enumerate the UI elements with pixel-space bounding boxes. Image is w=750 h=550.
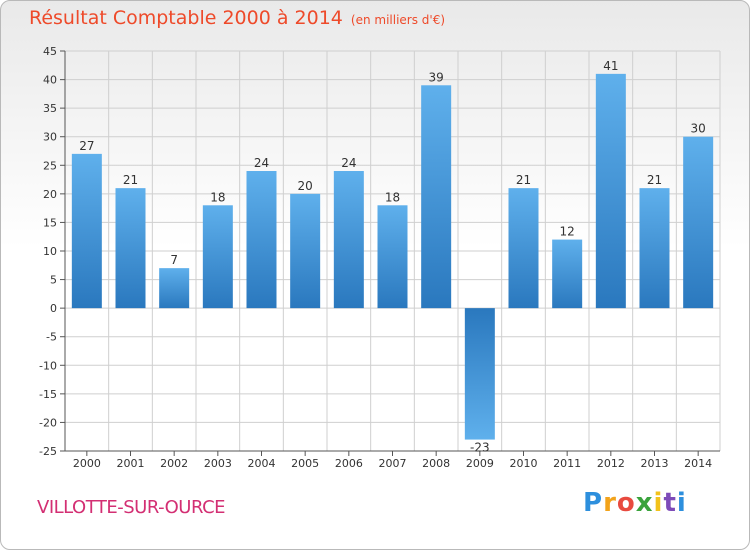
y-tick-label: 45 bbox=[43, 45, 57, 58]
bar-2011 bbox=[552, 239, 583, 309]
bar-2013 bbox=[639, 188, 670, 309]
x-tick-label: 2008 bbox=[422, 457, 450, 470]
chart-unit: (en milliers d'€) bbox=[350, 13, 446, 27]
x-tick-label: 2007 bbox=[379, 457, 407, 470]
y-tick-label: 40 bbox=[43, 74, 57, 87]
x-tick-label: 2003 bbox=[204, 457, 232, 470]
x-tick-label: 2011 bbox=[553, 457, 581, 470]
bar-2000 bbox=[71, 153, 102, 309]
bar-2006 bbox=[333, 171, 364, 309]
data-label: 12 bbox=[560, 225, 575, 239]
bar-2012 bbox=[595, 73, 626, 309]
axes: 45 40 35 30 25 20 15 10 5 0 -5 -10 -15 -20 -25 2000 2001… bbox=[39, 45, 720, 470]
data-label: 27 bbox=[79, 139, 94, 153]
data-label: -23 bbox=[470, 441, 490, 455]
y-tick-label: 10 bbox=[43, 245, 57, 258]
x-tick-label: 2005 bbox=[291, 457, 319, 470]
bar-2014 bbox=[683, 136, 714, 309]
data-label: 7 bbox=[170, 253, 178, 267]
x-tick-label: 2012 bbox=[597, 457, 625, 470]
proxiti-logo: Proxiti bbox=[583, 488, 687, 518]
commune-name: VILLOTTE-SUR-OURCE bbox=[37, 497, 226, 518]
data-label: 39 bbox=[429, 70, 444, 84]
y-tick-label: 5 bbox=[50, 274, 57, 287]
logo-letter: r bbox=[603, 488, 617, 518]
y-tick-label: -10 bbox=[39, 359, 57, 372]
data-labels: 27 21 7 18 24 20 24 18 39 -23 21 12 41 21 30 bbox=[79, 59, 706, 455]
y-tick-label: 25 bbox=[43, 159, 57, 172]
data-label: 18 bbox=[385, 190, 400, 204]
bar-2005 bbox=[290, 193, 321, 309]
x-tick-label: 2002 bbox=[160, 457, 188, 470]
x-tick-label: 2004 bbox=[248, 457, 276, 470]
chart-title: Résultat Comptable 2000 à 2014 (en millie… bbox=[29, 7, 445, 29]
bar-2004 bbox=[246, 171, 277, 309]
bar-2008 bbox=[421, 85, 452, 309]
y-tick-label: -25 bbox=[39, 445, 57, 458]
bar-2007 bbox=[377, 205, 408, 309]
bar-2009 bbox=[464, 308, 495, 440]
logo-letter: t bbox=[663, 488, 677, 518]
logo-letter: i bbox=[676, 488, 687, 518]
bar-2010 bbox=[508, 188, 539, 309]
data-label: 18 bbox=[210, 190, 225, 204]
y-tick-label: 0 bbox=[50, 302, 57, 315]
chart-title-text: Résultat Comptable 2000 à 2014 bbox=[29, 7, 343, 29]
y-tick-label: -5 bbox=[46, 331, 57, 344]
bar-2001 bbox=[115, 188, 146, 309]
data-label: 21 bbox=[647, 173, 662, 187]
x-tick-label: 2013 bbox=[641, 457, 669, 470]
logo-letter: x bbox=[635, 488, 654, 518]
data-label: 30 bbox=[691, 122, 706, 136]
x-tick-label: 2006 bbox=[335, 457, 363, 470]
y-tick-label: 35 bbox=[43, 102, 57, 115]
logo-letter: o bbox=[616, 488, 636, 518]
x-tick-label: 2009 bbox=[466, 457, 494, 470]
y-tick-label: -20 bbox=[39, 416, 57, 429]
bars bbox=[71, 73, 714, 440]
y-tick-label: 15 bbox=[43, 216, 57, 229]
x-tick-label: 2001 bbox=[117, 457, 145, 470]
data-label: 21 bbox=[123, 173, 138, 187]
data-label: 24 bbox=[254, 156, 269, 170]
x-tick-label: 2014 bbox=[684, 457, 712, 470]
x-tick-label: 2000 bbox=[73, 457, 101, 470]
data-label: 21 bbox=[516, 173, 531, 187]
logo-letter: P bbox=[583, 488, 604, 518]
bar-2003 bbox=[202, 205, 233, 309]
y-tick-label: 30 bbox=[43, 131, 57, 144]
logo-letter: i bbox=[653, 488, 664, 518]
x-tick-label: 2010 bbox=[510, 457, 538, 470]
data-label: 20 bbox=[298, 179, 313, 193]
y-tick-label: -15 bbox=[39, 388, 57, 401]
bar-2002 bbox=[159, 268, 190, 309]
data-label: 41 bbox=[603, 59, 618, 73]
data-label: 24 bbox=[341, 156, 356, 170]
y-tick-label: 20 bbox=[43, 188, 57, 201]
